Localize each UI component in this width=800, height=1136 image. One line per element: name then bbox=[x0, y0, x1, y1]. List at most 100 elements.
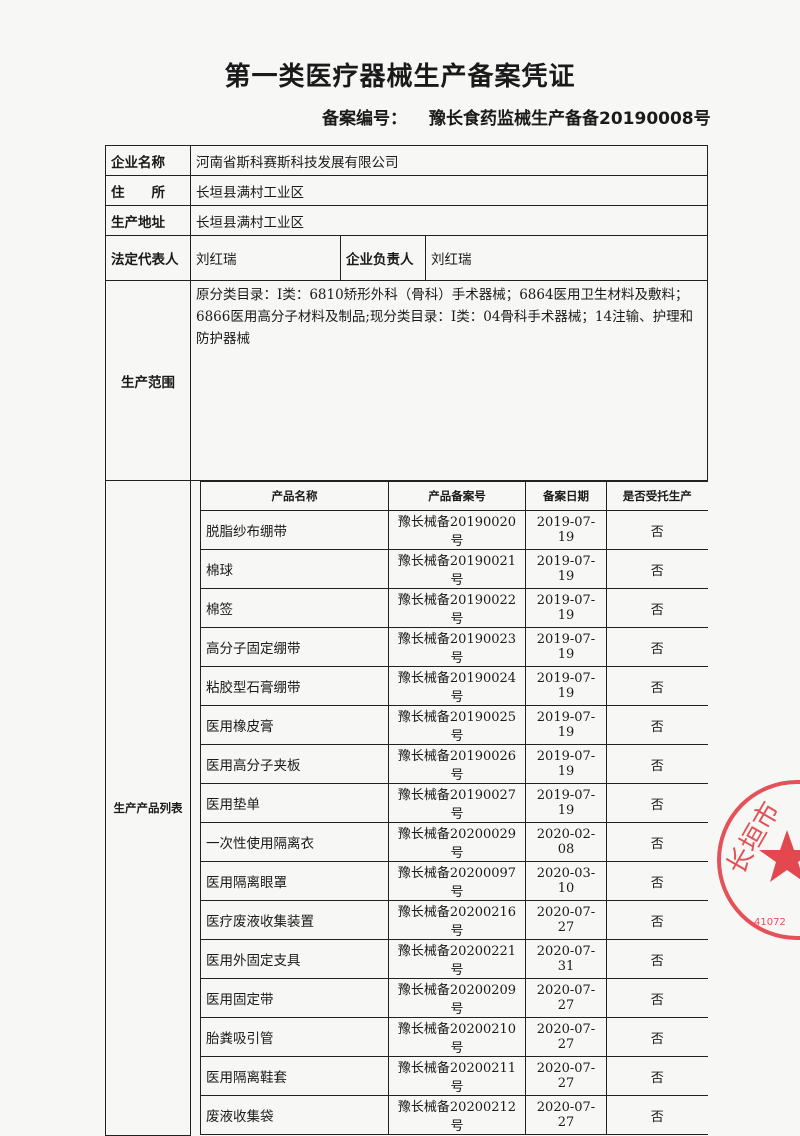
product-record-date: 2020-07-27 bbox=[525, 1056, 607, 1096]
scope-label: 生产范围 bbox=[105, 280, 191, 481]
product-name: 医用垫单 bbox=[200, 783, 389, 823]
product-table-header: 产品名称 产品备案号 备案日期 是否受托生产 bbox=[200, 481, 708, 511]
product-entrusted: 否 bbox=[606, 939, 708, 979]
product-name: 医用固定带 bbox=[200, 978, 389, 1018]
product-name: 废液收集袋 bbox=[200, 1095, 389, 1135]
product-entrusted: 否 bbox=[606, 1095, 708, 1135]
product-entrusted: 否 bbox=[606, 1056, 708, 1096]
legal-rep: 刘红瑞 bbox=[190, 235, 341, 281]
header-record-number: 产品备案号 bbox=[388, 481, 526, 511]
product-entrusted: 否 bbox=[606, 666, 708, 706]
manager-label: 企业负责人 bbox=[340, 235, 426, 281]
certificate-table: 企业名称 河南省斯科赛斯科技发展有限公司 住 所 长垣县满村工业区 生产地址 长… bbox=[105, 145, 708, 1136]
product-record-date: 2020-07-27 bbox=[525, 978, 607, 1018]
company-name: 河南省斯科赛斯科技发展有限公司 bbox=[190, 145, 708, 176]
product-row: 脱脂纱布绷带 豫长械备20190020号 2019-07-19 否 bbox=[200, 510, 708, 550]
product-record-number: 豫长械备20190021号 bbox=[388, 549, 526, 589]
product-record-number: 豫长械备20190023号 bbox=[388, 627, 526, 667]
product-record-number: 豫长械备20190025号 bbox=[388, 705, 526, 745]
product-record-number: 豫长械备20200210号 bbox=[388, 1017, 526, 1057]
product-entrusted: 否 bbox=[606, 588, 708, 628]
product-record-date: 2019-07-19 bbox=[525, 783, 607, 823]
product-entrusted: 否 bbox=[606, 549, 708, 589]
legal-rep-label: 法定代表人 bbox=[105, 235, 191, 281]
product-entrusted: 否 bbox=[606, 822, 708, 862]
product-name: 粘胶型石膏绷带 bbox=[200, 666, 389, 706]
product-row: 医用高分子夹板 豫长械备20190026号 2019-07-19 否 bbox=[200, 744, 708, 784]
company-name-label: 企业名称 bbox=[105, 145, 191, 176]
product-record-number: 豫长械备20200216号 bbox=[388, 900, 526, 940]
product-record-date: 2019-07-19 bbox=[525, 627, 607, 667]
product-name: 脱脂纱布绷带 bbox=[200, 510, 389, 550]
manager: 刘红瑞 bbox=[425, 235, 708, 281]
product-name: 一次性使用隔离衣 bbox=[200, 822, 389, 862]
record-number-label: 备案编号： bbox=[322, 109, 407, 129]
product-record-date: 2019-07-19 bbox=[525, 744, 607, 784]
product-record-number: 豫长械备20200209号 bbox=[388, 978, 526, 1018]
product-entrusted: 否 bbox=[606, 978, 708, 1018]
address-label: 住 所 bbox=[105, 175, 191, 206]
product-record-date: 2020-07-27 bbox=[525, 900, 607, 940]
product-record-number: 豫长械备20190027号 bbox=[388, 783, 526, 823]
product-row: 医用固定带 豫长械备20200209号 2020-07-27 否 bbox=[200, 978, 708, 1018]
product-name: 医用隔离眼罩 bbox=[200, 861, 389, 901]
product-name: 医用外固定支具 bbox=[200, 939, 389, 979]
product-record-number: 豫长械备20200029号 bbox=[388, 822, 526, 862]
product-record-number: 豫长械备20190020号 bbox=[388, 510, 526, 550]
product-name: 棉球 bbox=[200, 549, 389, 589]
header-record-date: 备案日期 bbox=[525, 481, 607, 511]
product-record-date: 2020-03-10 bbox=[525, 861, 607, 901]
product-row: 医用隔离鞋套 豫长械备20200211号 2020-07-27 否 bbox=[200, 1056, 708, 1096]
product-name: 医用橡皮膏 bbox=[200, 705, 389, 745]
product-record-date: 2019-07-19 bbox=[525, 588, 607, 628]
product-row: 粘胶型石膏绷带 豫长械备20190024号 2019-07-19 否 bbox=[200, 666, 708, 706]
product-entrusted: 否 bbox=[606, 744, 708, 784]
product-row: 一次性使用隔离衣 豫长械备20200029号 2020-02-08 否 bbox=[200, 822, 708, 862]
product-record-number: 豫长械备20200097号 bbox=[388, 861, 526, 901]
product-record-number: 豫长械备20200212号 bbox=[388, 1095, 526, 1135]
product-row: 高分子固定绷带 豫长械备20190023号 2019-07-19 否 bbox=[200, 627, 708, 667]
product-record-number: 豫长械备20200211号 bbox=[388, 1056, 526, 1096]
record-number-value: 豫长食药监械生产备备20190008号 bbox=[429, 109, 711, 129]
product-entrusted: 否 bbox=[606, 510, 708, 550]
address: 长垣县满村工业区 bbox=[190, 175, 708, 206]
product-entrusted: 否 bbox=[606, 861, 708, 901]
product-record-date: 2020-07-27 bbox=[525, 1017, 607, 1057]
product-row: 医用外固定支具 豫长械备20200221号 2020-07-31 否 bbox=[200, 939, 708, 979]
production-address-label: 生产地址 bbox=[105, 205, 191, 236]
product-name: 医用隔离鞋套 bbox=[200, 1056, 389, 1096]
header-product-name: 产品名称 bbox=[200, 481, 389, 511]
product-record-number: 豫长械备20200221号 bbox=[388, 939, 526, 979]
product-name: 医用高分子夹板 bbox=[200, 744, 389, 784]
svg-text:41072: 41072 bbox=[754, 917, 786, 928]
product-list-label: 生产产品列表 bbox=[105, 480, 191, 1136]
product-name: 医疗废液收集装置 bbox=[200, 900, 389, 940]
product-record-date: 2020-07-31 bbox=[525, 939, 607, 979]
product-record-date: 2020-02-08 bbox=[525, 822, 607, 862]
production-address: 长垣县满村工业区 bbox=[190, 205, 708, 236]
product-entrusted: 否 bbox=[606, 783, 708, 823]
product-row: 医用隔离眼罩 豫长械备20200097号 2020-03-10 否 bbox=[200, 861, 708, 901]
product-name: 高分子固定绷带 bbox=[200, 627, 389, 667]
product-row: 医用垫单 豫长械备20190027号 2019-07-19 否 bbox=[200, 783, 708, 823]
product-record-number: 豫长械备20190024号 bbox=[388, 666, 526, 706]
scope: 原分类目录：Ⅰ类：6810矫形外科（骨科）手术器械；6864医用卫生材料及敷料；… bbox=[190, 280, 708, 481]
product-row: 医疗废液收集装置 豫长械备20200216号 2020-07-27 否 bbox=[200, 900, 708, 940]
product-row: 废液收集袋 豫长械备20200212号 2020-07-27 否 bbox=[200, 1095, 708, 1135]
official-seal: 长垣市 41072 bbox=[717, 780, 800, 940]
product-record-date: 2019-07-19 bbox=[525, 510, 607, 550]
document-title: 第一类医疗器械生产备案凭证 bbox=[224, 62, 576, 92]
header-entrusted: 是否受托生产 bbox=[606, 481, 708, 511]
product-entrusted: 否 bbox=[606, 705, 708, 745]
product-record-date: 2019-07-19 bbox=[525, 705, 607, 745]
product-entrusted: 否 bbox=[606, 1017, 708, 1057]
product-entrusted: 否 bbox=[606, 900, 708, 940]
product-record-date: 2020-07-27 bbox=[525, 1095, 607, 1135]
product-record-number: 豫长械备20190026号 bbox=[388, 744, 526, 784]
product-record-number: 豫长械备20190022号 bbox=[388, 588, 526, 628]
product-name: 胎粪吸引管 bbox=[200, 1017, 389, 1057]
product-row: 医用橡皮膏 豫长械备20190025号 2019-07-19 否 bbox=[200, 705, 708, 745]
product-record-date: 2019-07-19 bbox=[525, 549, 607, 589]
record-number: 备案编号： 豫长食药监械生产备备20190008号 bbox=[322, 104, 711, 129]
product-table: 产品名称 产品备案号 备案日期 是否受托生产 脱脂纱布绷带 豫长械备2019002… bbox=[200, 481, 708, 1135]
